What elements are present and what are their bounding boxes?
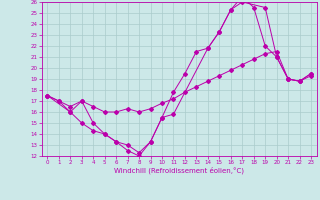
X-axis label: Windchill (Refroidissement éolien,°C): Windchill (Refroidissement éolien,°C): [114, 167, 244, 174]
